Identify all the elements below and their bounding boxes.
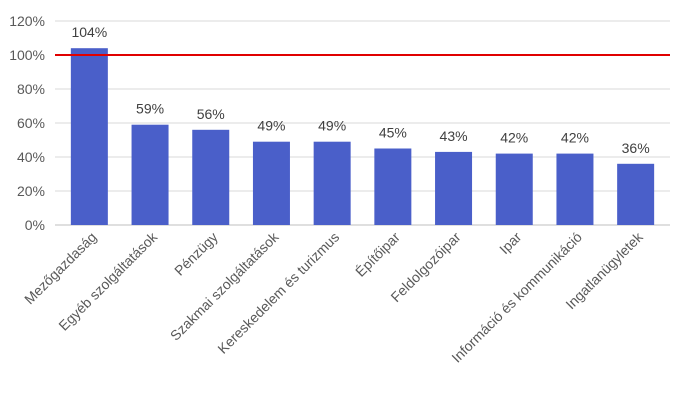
data-label: 49% xyxy=(257,118,285,134)
category-label: Egyéb szolgáltatások xyxy=(55,228,161,334)
bar xyxy=(252,141,290,225)
data-label: 104% xyxy=(71,24,107,40)
data-label: 42% xyxy=(500,130,528,146)
data-label: 36% xyxy=(622,140,650,156)
bar xyxy=(192,129,230,225)
bar xyxy=(617,163,655,225)
data-label: 42% xyxy=(561,130,589,146)
category-label: Ipar xyxy=(496,229,525,258)
category-label: Pénzügy xyxy=(171,229,221,279)
bar xyxy=(495,153,533,225)
data-label: 59% xyxy=(136,101,164,117)
category-label: Információ és kommunikáció xyxy=(448,229,585,366)
category-label: Építőipar xyxy=(352,229,403,280)
y-axis-tick-labels: 0% 20% 40% 60% 80% 100% 120% xyxy=(9,13,45,233)
y-tick-label: 120% xyxy=(9,13,45,29)
bars xyxy=(70,48,655,226)
data-label: 45% xyxy=(379,125,407,141)
data-label: 56% xyxy=(197,106,225,122)
bar xyxy=(435,151,473,225)
y-tick-label: 40% xyxy=(17,149,45,165)
bar xyxy=(70,48,108,226)
bar xyxy=(374,148,412,225)
bar xyxy=(313,141,351,225)
bar xyxy=(131,124,169,225)
y-tick-label: 80% xyxy=(17,81,45,97)
bar xyxy=(556,153,594,225)
y-tick-label: 60% xyxy=(17,115,45,131)
data-label: 43% xyxy=(440,128,468,144)
category-label: Kereskedelem és turizmus xyxy=(214,229,342,357)
data-labels: 104% 59% 56% 49% 49% 45% 43% 42% 42% 36% xyxy=(71,24,649,156)
data-label: 49% xyxy=(318,118,346,134)
y-tick-label: 100% xyxy=(9,47,45,63)
y-tick-label: 0% xyxy=(25,217,45,233)
y-tick-label: 20% xyxy=(17,183,45,199)
category-label: Szakmai szolgáltatások xyxy=(167,228,282,343)
